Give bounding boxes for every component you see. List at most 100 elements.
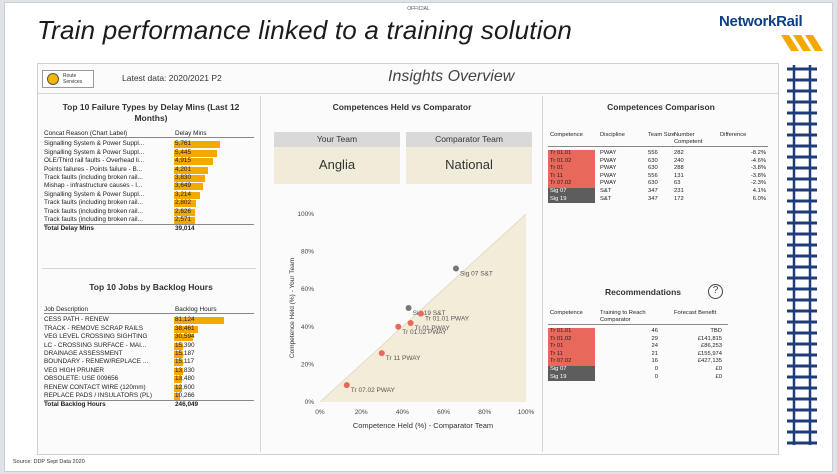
table-row[interactable]: Tr 01.01 PWAY 556 282 -8.2% (548, 150, 768, 158)
failure-types-table[interactable]: Concat Reason (Chart Label) Delay Mins S… (44, 130, 254, 233)
table-row[interactable]: REPLACE PADS / INSULATORS (PL) 10,266 (44, 392, 254, 400)
data-point[interactable] (405, 305, 412, 311)
table-row[interactable]: DRAINAGE ASSESSMENT 15,187 (44, 350, 254, 358)
row-label: Track faults (including broken rail... (44, 199, 143, 207)
table-cell: £427,135 (697, 358, 722, 365)
table-cell: 347 (648, 195, 658, 202)
row-value: 3,649 (175, 182, 191, 190)
column-header[interactable]: Team Size (648, 132, 676, 138)
competence-cell: Sig 19 (548, 195, 595, 204)
table-cell: 630 (648, 180, 658, 187)
data-point[interactable] (378, 350, 385, 357)
value-bar (174, 367, 183, 375)
row-value: 2,571 (175, 215, 191, 223)
failure-types-title: Top 10 Failure Types by Delay Mins (Last… (62, 102, 240, 123)
table-cell: 16 (651, 358, 658, 365)
column-header[interactable]: Number Competent (674, 132, 703, 145)
table-row[interactable]: OLE/Third rail faults - Overhead li... 4,… (44, 157, 254, 166)
column-header[interactable]: Training to Reach Comparator (600, 310, 646, 323)
table-row[interactable]: Signalling System & Power Suppl... 5,445 (44, 149, 254, 157)
table-row[interactable]: Track faults (including broken rail... 2,… (44, 216, 254, 224)
table-row[interactable]: Tr 01.02 PWAY 630 240 -4.6% (548, 157, 768, 166)
help-icon[interactable]: ? (708, 284, 723, 299)
table-row[interactable]: Tr 11 PWAY 556 131 -3.8% (548, 172, 768, 181)
table-row[interactable]: Sig 07 S&T 347 231 4.1% (548, 187, 768, 196)
backlog-title: Top 10 Jobs by Backlog Hours (89, 282, 213, 292)
table-row[interactable]: LC - CROSSING SURFACE - MAI... 15,390 (44, 342, 254, 350)
column-header[interactable]: Difference (720, 132, 747, 138)
table-cell: 347 (648, 187, 658, 194)
table-row[interactable]: Mishap - infrastructure causes - I... 3,6… (44, 182, 254, 191)
column-header[interactable]: Discipline (600, 132, 625, 138)
table-row[interactable]: Track faults (including broken rail... 2,… (44, 208, 254, 216)
table-row[interactable]: Track faults (including broken rail... 3,… (44, 174, 254, 182)
value-bar (174, 141, 220, 149)
table-row[interactable]: OBSOLETE: USE 009656 13,480 (44, 375, 254, 384)
table-row[interactable]: VEG LEVEL CROSSING SIGHTING 30,594 (44, 333, 254, 342)
table-row[interactable]: Tr 11 21 £155,974 (548, 350, 728, 359)
data-point[interactable] (452, 265, 459, 272)
table-row[interactable]: BOUNDARY - RENEW/REPLACE ... 15,117 (44, 358, 254, 367)
table-row[interactable]: VEG HIGH PRUNER 13,830 (44, 367, 254, 375)
table-cell: 24 (651, 343, 658, 350)
table-row[interactable]: CESS PATH - RENEW 81,124 (44, 316, 254, 325)
table-row[interactable]: Track faults (including broken rail... 2,… (44, 199, 254, 208)
row-label: BOUNDARY - RENEW/REPLACE ... (44, 358, 149, 366)
x-tick-label: 40% (396, 409, 409, 416)
data-label: Tr 01.01 PWAY (425, 316, 470, 323)
data-point[interactable] (407, 320, 414, 327)
row-value: 4,915 (175, 157, 191, 165)
x-tick-label: 60% (437, 409, 450, 416)
table-row[interactable]: Signalling System & Power Suppl... 3,214 (44, 191, 254, 199)
your-team-card[interactable]: Your Team Anglia (274, 132, 400, 184)
table-cell: PWAY (600, 150, 617, 156)
table-row[interactable]: Sig 19 0 £0 (548, 373, 728, 382)
competence-scatter-chart[interactable]: 0% 20% 40% 60% 80% 100% 0% 20% 40% 60% 80% 100% Comp… (264, 204, 540, 448)
table-row[interactable]: Sig 07 0 £0 (548, 365, 728, 374)
your-team-label: Your Team (274, 132, 400, 147)
column-header[interactable]: Competence (550, 132, 583, 138)
row-label: Signalling System & Power Suppl... (44, 190, 145, 198)
competence-cell: Tr 07.02 (548, 180, 595, 188)
table-row[interactable]: Tr 07.02 16 £427,135 (548, 358, 728, 366)
column-header[interactable]: Competence (550, 310, 583, 316)
slide-title: Train performance linked to a training s… (37, 15, 572, 45)
table-row[interactable]: Points failures - Points failure - B... 4… (44, 166, 254, 174)
table-row[interactable]: Tr 07.02 PWAY 630 63 -2.3% (548, 180, 768, 188)
table-cell: -8.2% (750, 150, 766, 156)
table-row[interactable]: Signalling System & Power Suppl... 5,761 (44, 140, 254, 149)
row-value: 12,600 (175, 383, 195, 391)
data-point[interactable] (417, 310, 424, 317)
value-bar (174, 149, 218, 157)
total-value: 39,014 (175, 225, 195, 233)
row-label: OBSOLETE: USE 009656 (44, 375, 119, 383)
table-row[interactable]: Tr 01.02 29 £141,815 (548, 335, 728, 344)
table-row[interactable]: RENEW CONTACT WIRE (120mm) 12,600 (44, 384, 254, 392)
table-row[interactable]: TRACK - REMOVE SCRAP RAILS 38,461 (44, 325, 254, 333)
row-value: 15,117 (175, 358, 195, 366)
column-header-reason: Concat Reason (Chart Label) (44, 130, 128, 137)
x-tick-label: 100% (518, 409, 535, 416)
comparator-team-card[interactable]: Comparator Team National (406, 132, 532, 184)
table-row[interactable]: Tr 01.01 46 TBD (548, 328, 728, 336)
value-bar (174, 191, 200, 199)
competence-cell: Tr 07.02 (548, 358, 595, 366)
data-point[interactable] (343, 382, 350, 389)
row-label: Track faults (including broken rail... (44, 173, 143, 181)
route-services-badge: Route Services (42, 70, 94, 88)
column-header[interactable]: Forecast Benefit (674, 310, 717, 316)
competence-cell: Tr 01 (548, 343, 595, 351)
row-label: VEG LEVEL CROSSING SIGHTING (44, 333, 148, 341)
table-cell: 630 (648, 157, 658, 164)
divider (542, 96, 543, 452)
backlog-table[interactable]: Job Description Backlog Hours CESS PATH … (44, 306, 254, 409)
table-row[interactable]: Tr 01 24 £86,253 (548, 343, 728, 351)
data-point[interactable] (395, 323, 402, 330)
table-row[interactable]: Tr 01 PWAY 630 288 -3.8% (548, 165, 768, 173)
competences-comparison-table[interactable]: Competence Discipline Team Size Number Comp… (548, 132, 768, 204)
table-row[interactable]: Sig 19 S&T 347 172 6.0% (548, 195, 768, 204)
table-header: Competence Training to Reach Comparator Fo… (548, 310, 728, 325)
data-label: Sig 19 S&T (413, 310, 446, 317)
recommendations-table[interactable]: Competence Training to Reach Comparator Fo… (548, 310, 728, 382)
row-value: 13,480 (175, 375, 195, 383)
